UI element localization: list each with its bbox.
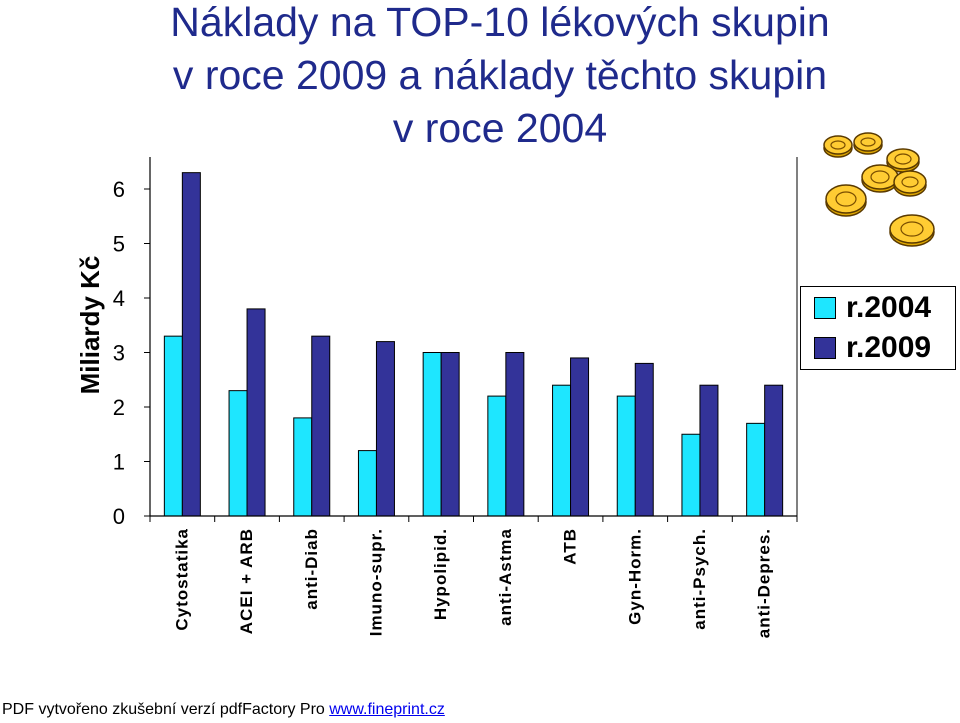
bar-2009-8: [699, 384, 719, 517]
x-tick-label-5: anti-Astma: [496, 528, 515, 626]
legend-item-2004: r.2004: [814, 291, 932, 324]
x-tick-label-0: Cytostatika: [172, 528, 191, 631]
chart-title: Náklady na TOP-10 lékových skupin v roce…: [0, 0, 960, 155]
bar-2009-6: [570, 357, 590, 517]
bar-2009-1: [246, 308, 266, 517]
y-tick-label-6: 6: [113, 177, 125, 202]
footer-link[interactable]: www.fineprint.cz: [329, 701, 445, 718]
chart-title-line-3: v roce 2004: [392, 105, 608, 151]
bar-2004-6: [552, 384, 572, 517]
y-tick-label-5: 5: [113, 232, 125, 257]
bar-2004-8: [681, 433, 701, 517]
bar-2009-4: [440, 352, 460, 517]
legend-swatch-2004: [814, 297, 836, 319]
bar-2009-9: [764, 384, 784, 517]
legend-item-2009: r.2009: [814, 331, 932, 364]
pdf-footer: PDF vytvořeno zkušební verzí pdfFactory …: [0, 696, 960, 723]
y-tick-label-4: 4: [113, 286, 125, 311]
legend-label-2004: r.2004: [846, 291, 932, 324]
bar-2004-9: [746, 422, 766, 517]
bar-chart: Cytostatika ACEI + ARB anti-Diab Imuno-supr…: [75, 157, 798, 638]
coins-icon: [823, 132, 935, 247]
bar-2004-1: [228, 390, 248, 517]
chart-title-line-2: v roce 2009 a náklady těchto skupin: [172, 52, 828, 98]
bar-2004-4: [422, 352, 442, 517]
x-tick-label-6: ATB: [561, 528, 580, 565]
bar-2009-0: [181, 172, 201, 517]
y-tick-label-0: 0: [113, 504, 125, 529]
bar-2004-0: [163, 335, 183, 517]
x-tick-label-1: ACEI + ARB: [237, 528, 256, 634]
bar-2004-3: [357, 450, 377, 517]
x-tick-label-9: anti-Depres.: [755, 528, 774, 638]
bar-2009-2: [311, 335, 331, 517]
bar-2004-2: [293, 417, 313, 517]
y-tick-label-2: 2: [113, 395, 125, 420]
y-tick-label-1: 1: [113, 450, 125, 475]
y-tick-label-3: 3: [113, 341, 125, 366]
bar-2004-7: [616, 395, 636, 517]
legend-label-2009: r.2009: [846, 331, 932, 364]
y-axis-label: Miliardy Kč: [75, 256, 105, 395]
chart-legend: r.2004 r.2009: [800, 286, 956, 370]
bar-2009-7: [634, 362, 654, 517]
x-tick-label-8: anti-Psych.: [690, 528, 709, 630]
bar-2009-5: [505, 352, 525, 517]
x-tick-label-3: Imuno-supr.: [366, 528, 385, 636]
legend-swatch-2009: [814, 337, 836, 359]
bar-2009-3: [375, 341, 395, 517]
chart-title-line-1: Náklady na TOP-10 lékových skupin: [170, 0, 830, 45]
bar-2004-5: [487, 395, 507, 517]
x-tick-label-2: anti-Diab: [302, 528, 321, 610]
x-tick-label-7: Gyn-Horm.: [625, 528, 644, 625]
x-tick-label-4: Hypolipid.: [431, 528, 450, 620]
footer-text: PDF vytvořeno zkušební verzí pdfFactory …: [2, 701, 330, 718]
